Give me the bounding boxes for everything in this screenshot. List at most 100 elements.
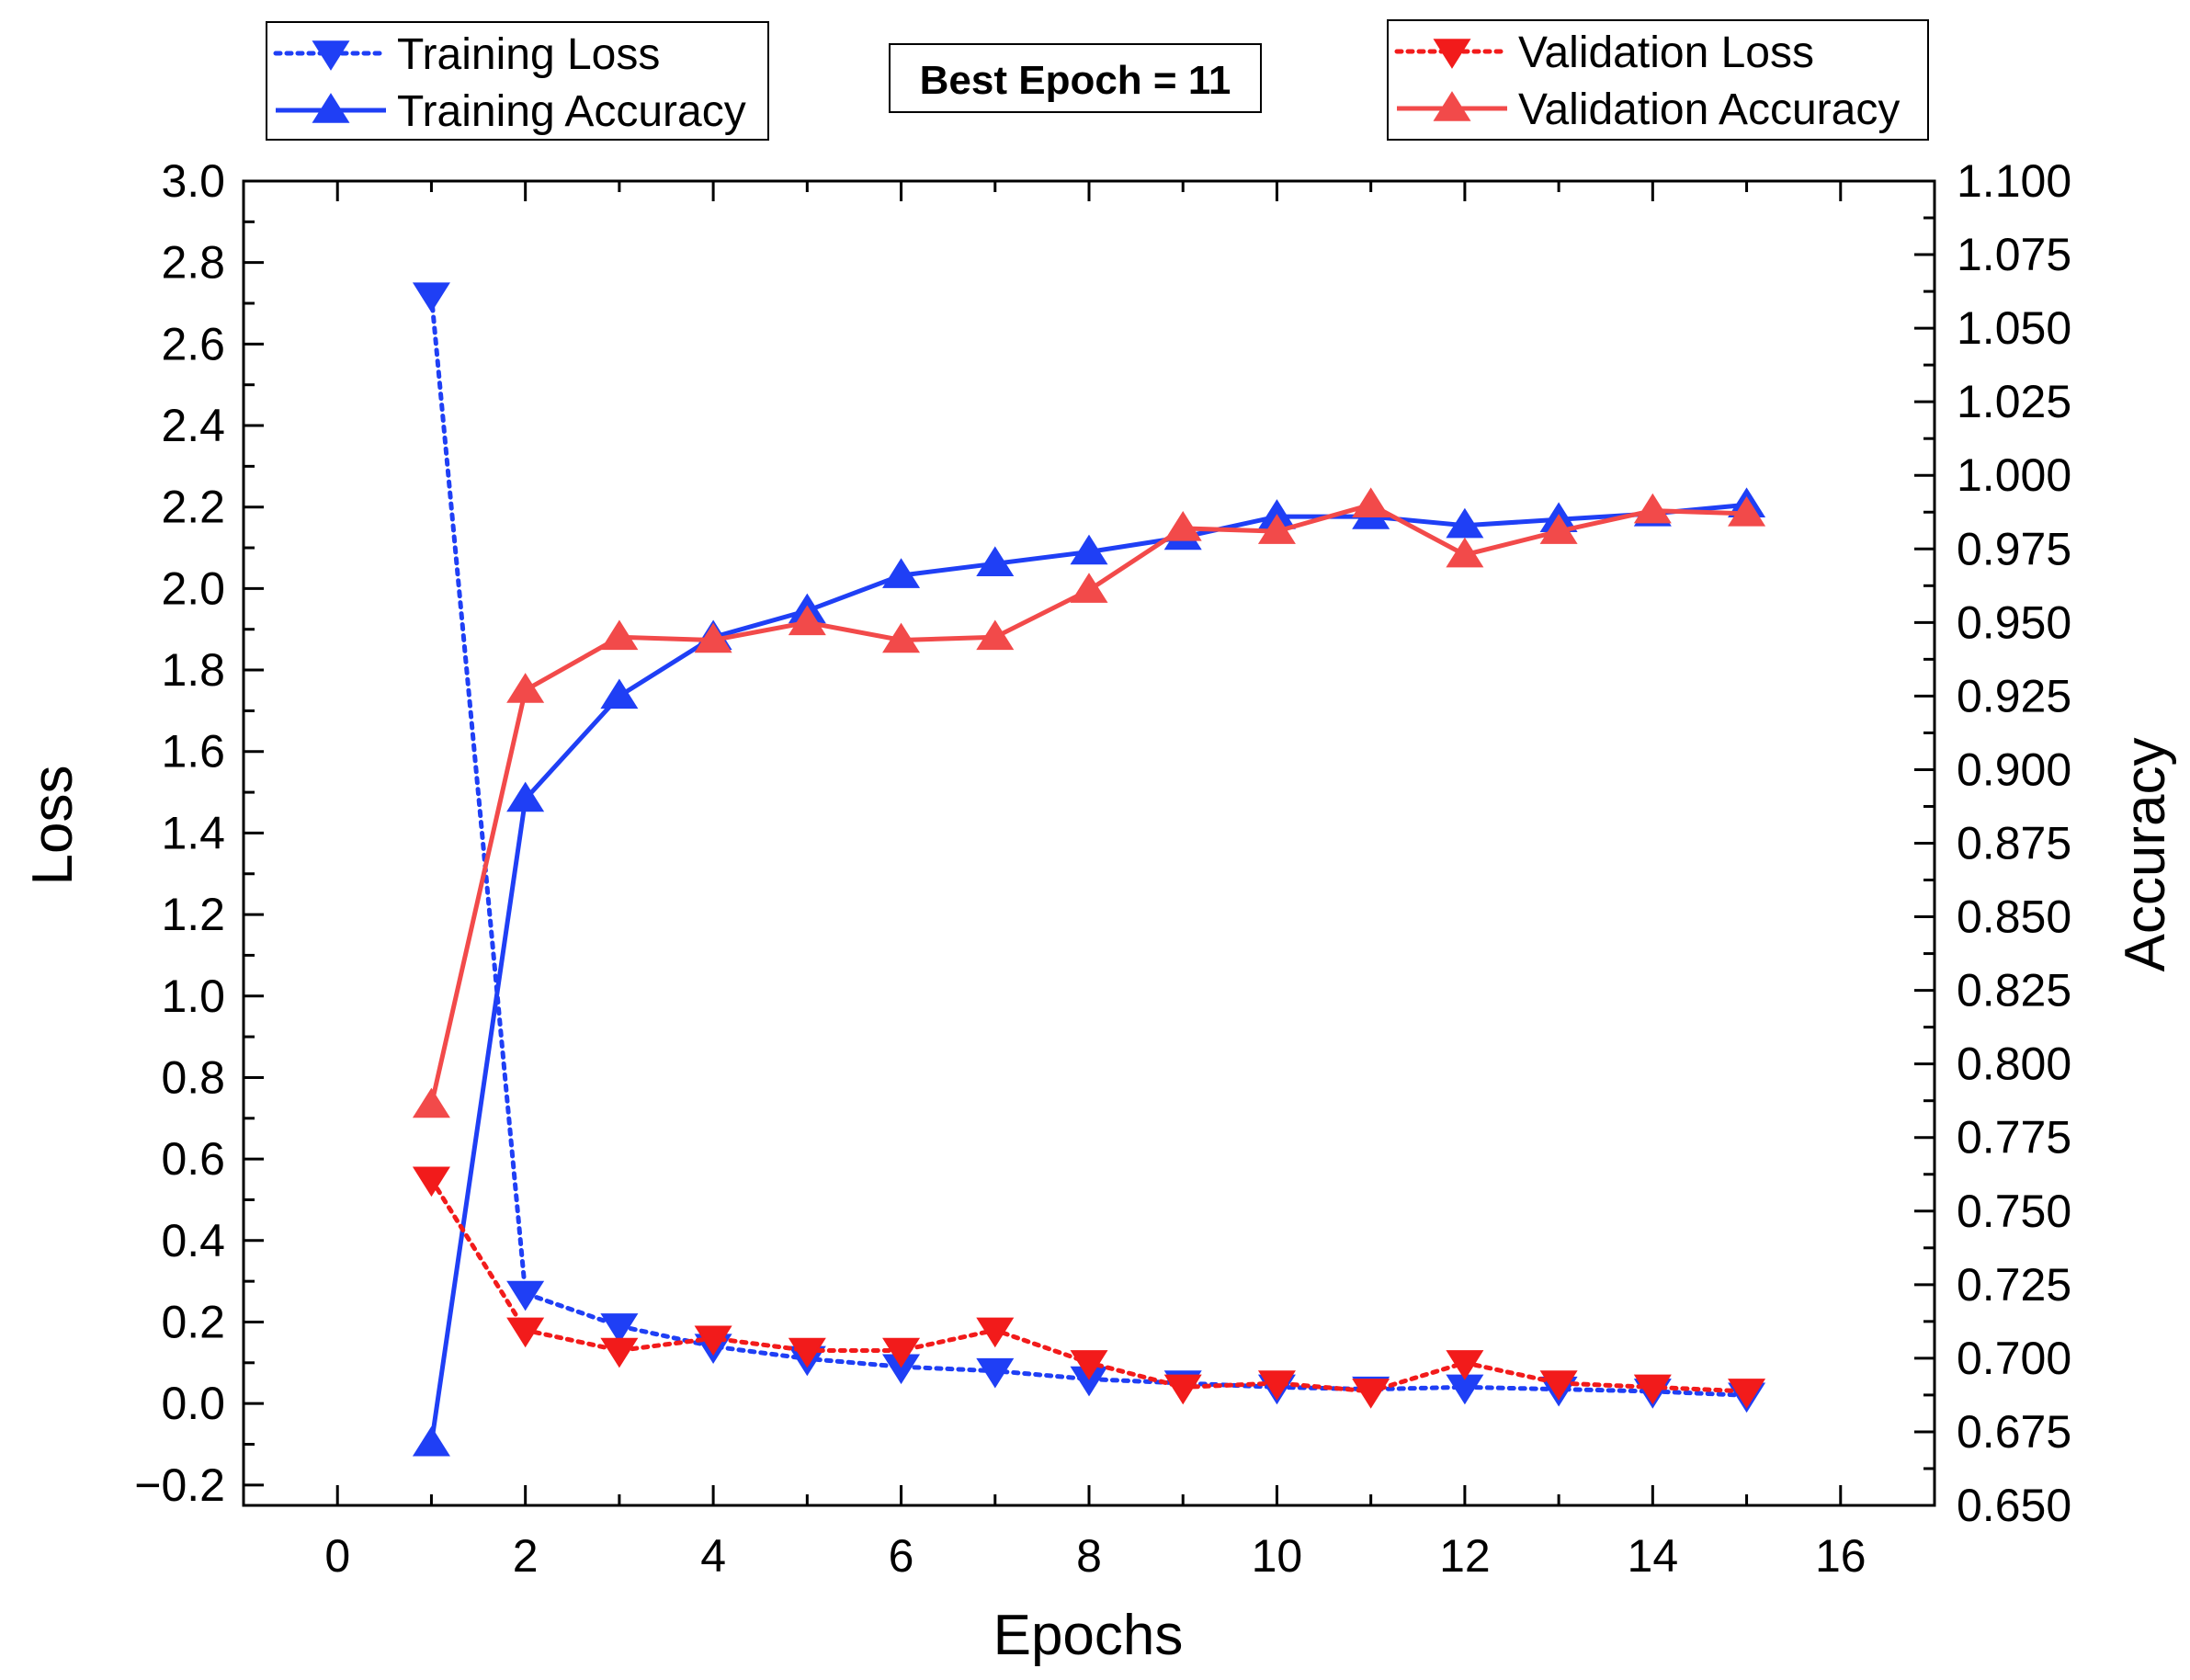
left-y-tick-label: −0.2 (134, 1459, 225, 1511)
series-line (428, 292, 1750, 1398)
left-y-tick-label: 0.4 (161, 1215, 225, 1266)
data-point-marker (882, 622, 921, 653)
x-axis-title: Epochs (993, 1604, 1184, 1667)
data-point-marker (506, 673, 545, 703)
right-y-tick-label: 0.800 (1957, 1039, 2071, 1090)
data-point-marker (1070, 573, 1108, 603)
legend-label: Validation Accuracy (1518, 85, 1900, 134)
right-y-tick-label: 0.975 (1957, 523, 2071, 574)
x-tick-label: 16 (1815, 1530, 1867, 1582)
right-y-tick-label: 1.100 (1957, 155, 2071, 207)
data-point-marker (1539, 1370, 1578, 1401)
legend-label: Training Accuracy (397, 87, 746, 136)
data-point-marker (1352, 487, 1390, 517)
left-y-axis-title: Loss (21, 766, 85, 886)
right-y-tick-label: 0.825 (1957, 965, 2071, 1016)
legend-item-validation-loss: Validation Loss (1394, 28, 1814, 77)
left-y-tick-label: 3.0 (161, 155, 225, 207)
data-point-marker (1163, 1374, 1202, 1405)
left-y-tick-label: 1.2 (161, 889, 225, 940)
left-y-tick-label: 0.8 (161, 1051, 225, 1103)
left-y-tick-label: 1.6 (161, 726, 225, 778)
legend-marker (1433, 39, 1471, 69)
x-tick-label: 14 (1628, 1530, 1679, 1582)
legend-item-training-loss: Training Loss (273, 30, 660, 79)
right-y-tick-label: 0.950 (1957, 596, 2071, 648)
right-y-tick-label: 1.000 (1957, 449, 2071, 501)
right-y-tick-label: 0.700 (1957, 1333, 2071, 1384)
data-point-marker (1633, 493, 1672, 524)
series-validation-loss (412, 1166, 1766, 1409)
data-point-marker (1539, 514, 1578, 544)
legend-label: Training Loss (397, 30, 660, 79)
data-point-marker (976, 619, 1015, 651)
data-point-marker (882, 558, 921, 588)
data-point-marker (1633, 1374, 1672, 1405)
legend-marker (312, 40, 350, 71)
right-y-tick-label: 1.050 (1957, 302, 2071, 354)
data-point-marker (882, 1337, 921, 1368)
data-point-marker (976, 1317, 1015, 1348)
data-point-marker (1070, 534, 1108, 565)
data-point-marker (1070, 1350, 1108, 1380)
left-y-tick-label: 2.8 (161, 237, 225, 289)
best-epoch-label: Best Epoch = 11 (920, 58, 1231, 103)
left-y-tick-label: 2.6 (161, 318, 225, 369)
chart-ticks: 0 2 4 6 8 10 12 14 16 3.0 2.8 2.6 2.4 2.2 2.0 1.8 1.6 1.4… (134, 155, 2071, 1582)
legend-training: Training Loss Training Accuracy (266, 21, 769, 141)
right-y-tick-label: 0.675 (1957, 1406, 2071, 1458)
data-point-marker (1352, 1379, 1390, 1409)
plot-frame (242, 179, 1936, 1507)
right-y-tick-label: 0.725 (1957, 1259, 2071, 1311)
data-point-marker (412, 1425, 450, 1457)
left-y-tick-label: 0.0 (161, 1378, 225, 1429)
legend-validation-box (1387, 19, 1929, 141)
best-epoch-annotation: Best Epoch = 11 (889, 43, 1262, 113)
left-y-tick-label: 1.0 (161, 971, 225, 1022)
data-point-marker (1446, 1350, 1484, 1380)
data-point-marker (506, 781, 545, 812)
data-point-marker (600, 619, 639, 651)
data-point-marker (694, 1325, 732, 1356)
data-point-marker (1446, 537, 1484, 568)
series-validation-accuracy (412, 487, 1766, 1118)
chart-frame (242, 179, 1936, 1507)
legend-item-training-accuracy: Training Accuracy (276, 87, 746, 136)
right-y-axis-title: Accuracy (2114, 738, 2177, 972)
x-tick-label: 12 (1439, 1530, 1491, 1582)
legend-marker (1433, 91, 1471, 121)
x-tick-label: 4 (700, 1530, 726, 1582)
legend-marker (312, 93, 350, 123)
legend-validation: Validation Loss Validation Accuracy (1387, 19, 1929, 141)
data-point-marker (1728, 495, 1766, 527)
data-point-marker (412, 1166, 450, 1198)
data-point-marker (600, 1337, 639, 1368)
right-y-tick-label: 1.025 (1957, 376, 2071, 427)
left-y-tick-label: 0.2 (161, 1296, 225, 1347)
right-y-tick-label: 0.925 (1957, 670, 2071, 721)
series-training-loss (412, 282, 1766, 1413)
data-point-marker (976, 546, 1015, 577)
data-point-marker (1257, 1370, 1296, 1401)
data-point-marker (412, 1087, 450, 1118)
left-y-tick-label: 2.2 (161, 482, 225, 533)
right-y-tick-label: 0.650 (1957, 1480, 2071, 1531)
left-y-tick-label: 2.4 (161, 400, 225, 451)
legend-training-box (266, 21, 769, 141)
data-point-marker (1446, 507, 1484, 539)
chart-series (412, 282, 1766, 1457)
x-tick-label: 8 (1076, 1530, 1102, 1582)
data-point-marker (976, 1357, 1015, 1389)
right-y-tick-label: 0.900 (1957, 744, 2071, 795)
data-point-marker (1728, 1379, 1766, 1409)
right-y-tick-label: 0.875 (1957, 818, 2071, 869)
left-y-tick-label: 1.4 (161, 807, 225, 858)
data-point-marker (600, 678, 639, 709)
right-y-tick-label: 0.750 (1957, 1186, 2071, 1237)
right-y-tick-label: 0.850 (1957, 891, 2071, 943)
data-point-marker (506, 1317, 545, 1348)
x-tick-label: 2 (513, 1530, 539, 1582)
left-y-tick-label: 1.8 (161, 644, 225, 696)
x-tick-label: 6 (889, 1530, 914, 1582)
data-point-marker (788, 1337, 826, 1368)
